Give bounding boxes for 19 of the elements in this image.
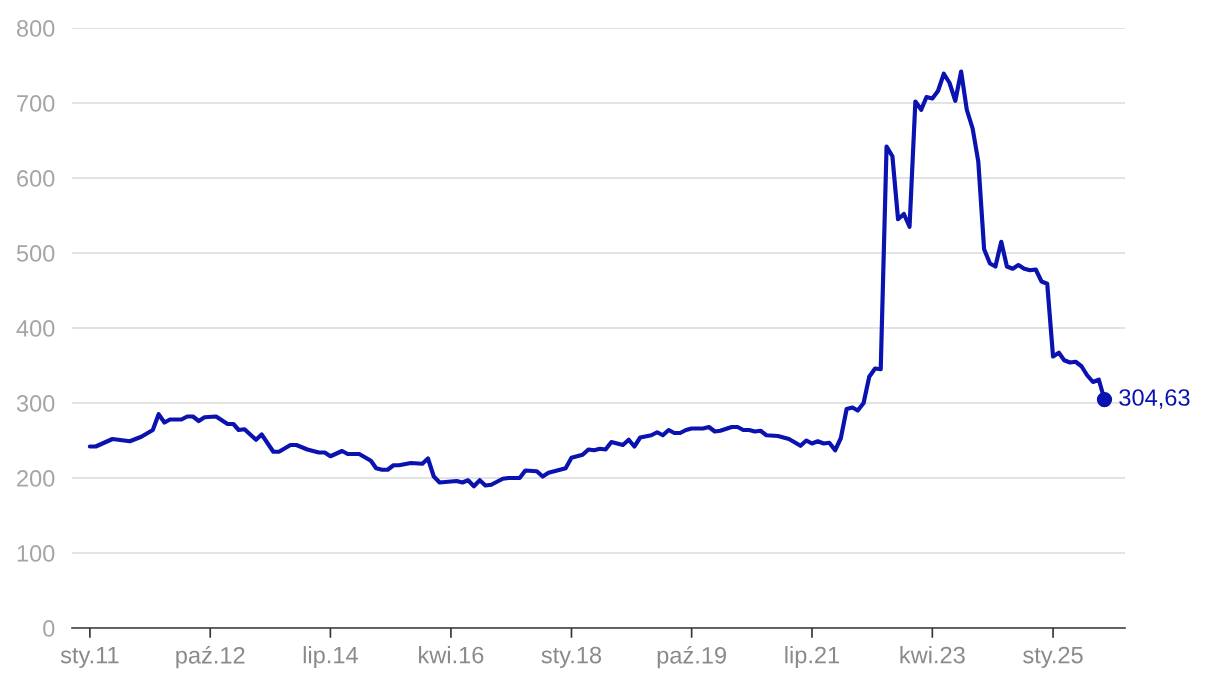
x-tick-label: kwi.23: [900, 646, 965, 664]
annotation: 304,63: [1119, 389, 1190, 409]
y-tick-label: 400: [16, 320, 55, 337]
y-tick-label: 300: [16, 395, 55, 412]
x-tick-label: sty.25: [1023, 646, 1083, 669]
y-tick-label: 700: [17, 95, 55, 112]
y-tick-label: 600: [17, 170, 55, 187]
y-tick-label: 500: [16, 245, 55, 262]
x-tick-label: sty.11: [60, 646, 119, 669]
x-tick-label: paź.19: [657, 646, 726, 669]
y-tick-label: 100: [17, 545, 55, 562]
y-tick-label: 0: [43, 620, 55, 637]
y-tick-label: 200: [17, 470, 55, 487]
x-tick-label: sty.18: [541, 646, 602, 669]
x-tick-label: kwi.16: [419, 646, 484, 664]
x-tick-label: lip.14: [303, 646, 358, 669]
x-tick-label: paź.12: [176, 646, 245, 669]
x-tick-label: lip.21: [785, 646, 840, 669]
y-tick-label: 800: [16, 20, 55, 37]
